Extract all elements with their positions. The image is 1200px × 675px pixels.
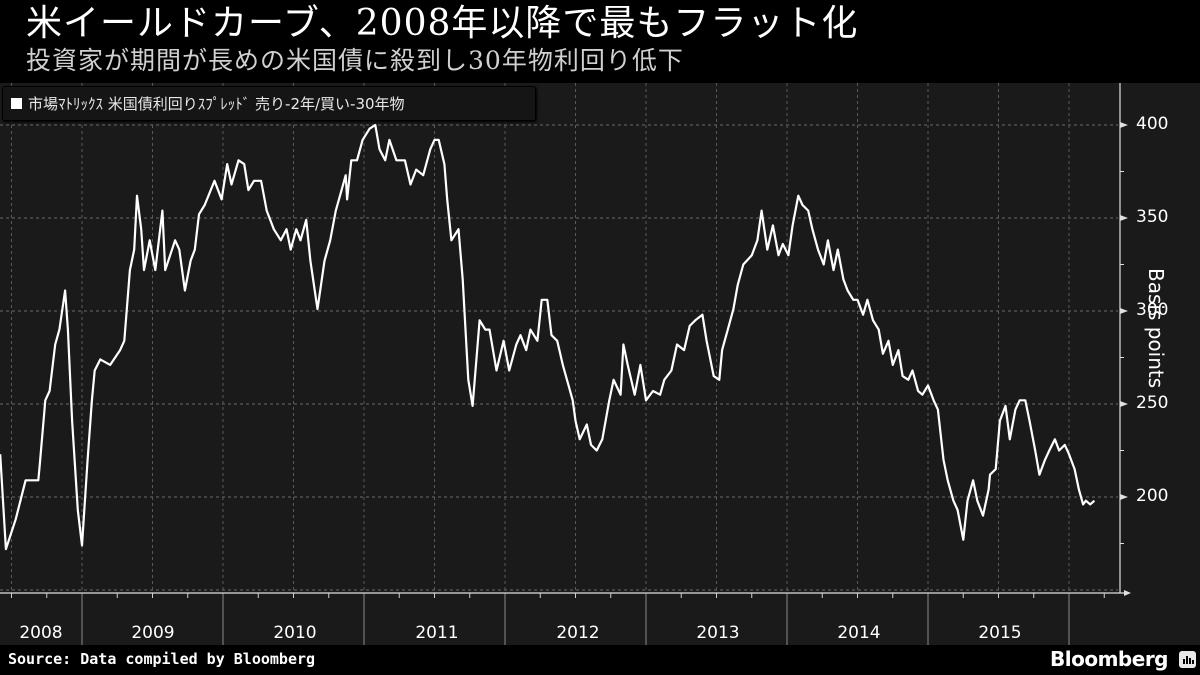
gridlines	[0, 83, 1118, 591]
y-tick-400: 400	[1136, 114, 1169, 134]
y-tick-200: 200	[1136, 486, 1169, 506]
legend-swatch	[11, 98, 22, 109]
y-tick-250: 250	[1136, 393, 1169, 413]
x-tick-2009: 2009	[131, 623, 175, 643]
x-tick-2010: 2010	[273, 623, 317, 643]
series-line	[0, 123, 1096, 551]
legend-label: 市場ﾏﾄﾘｯｸｽ 米国債利回りｽﾌﾟﾚｯﾄﾞ 売り-2年/買い-30年物	[28, 95, 405, 113]
x-tick-2011: 2011	[415, 623, 459, 643]
legend: 市場ﾏﾄﾘｯｸｽ 米国債利回りｽﾌﾟﾚｯﾄﾞ 売り-2年/買い-30年物	[2, 86, 536, 121]
bloomberg-logo: Bloomberg	[1050, 647, 1168, 671]
line-chart	[0, 83, 1131, 645]
y-axis-label: Basis points	[1144, 268, 1168, 389]
x-tick-2014: 2014	[837, 623, 881, 643]
source-note: Source: Data compiled by Bloomberg	[8, 650, 316, 668]
x-tick-2008: 2008	[19, 623, 63, 643]
y-tick-300: 300	[1136, 300, 1169, 320]
x-tick-2015: 2015	[978, 623, 1022, 643]
x-tick-2012: 2012	[556, 623, 600, 643]
chart-header: 米イールドカーブ、2008年以降で最もフラット化 投資家が期間が長めの米国債に殺…	[0, 0, 1200, 83]
axes	[0, 83, 1131, 645]
plot-area	[0, 83, 1200, 645]
chart-subtitle: 投資家が期間が長めの米国債に殺到し30年物利回り低下	[26, 46, 684, 75]
chart-title: 米イールドカーブ、2008年以降で最もフラット化	[26, 3, 859, 44]
x-tick-2013: 2013	[696, 623, 740, 643]
footer: Source: Data compiled by Bloomberg Bloom…	[0, 645, 1200, 675]
y-tick-350: 350	[1136, 207, 1169, 227]
bar-chart-icon	[1179, 651, 1196, 668]
